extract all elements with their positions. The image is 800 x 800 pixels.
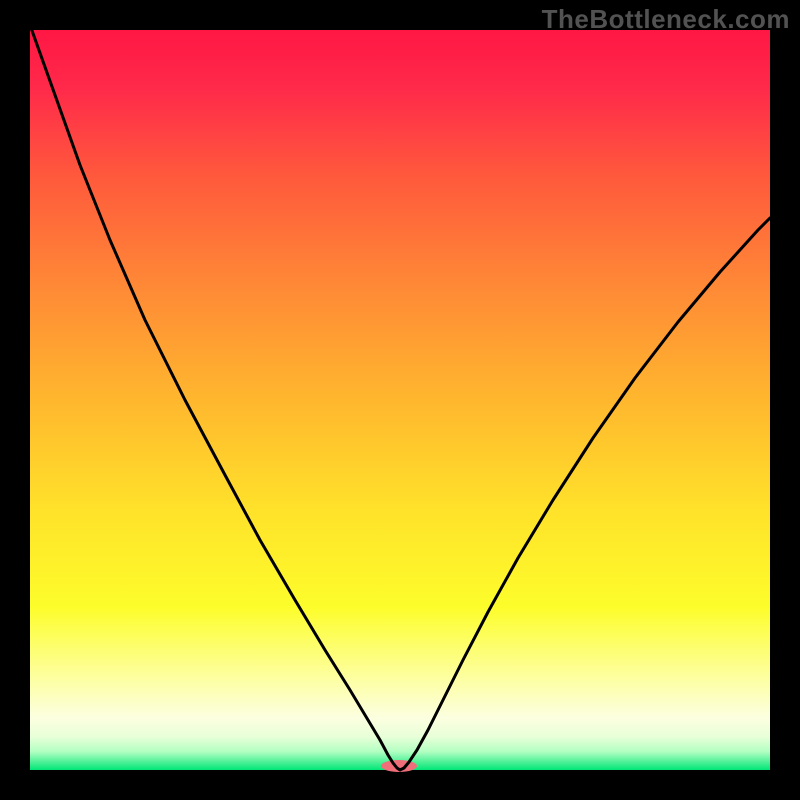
bottleneck-chart bbox=[0, 0, 800, 800]
watermark-text: TheBottleneck.com bbox=[542, 4, 790, 35]
plot-background bbox=[30, 30, 770, 770]
chart-container: TheBottleneck.com bbox=[0, 0, 800, 800]
